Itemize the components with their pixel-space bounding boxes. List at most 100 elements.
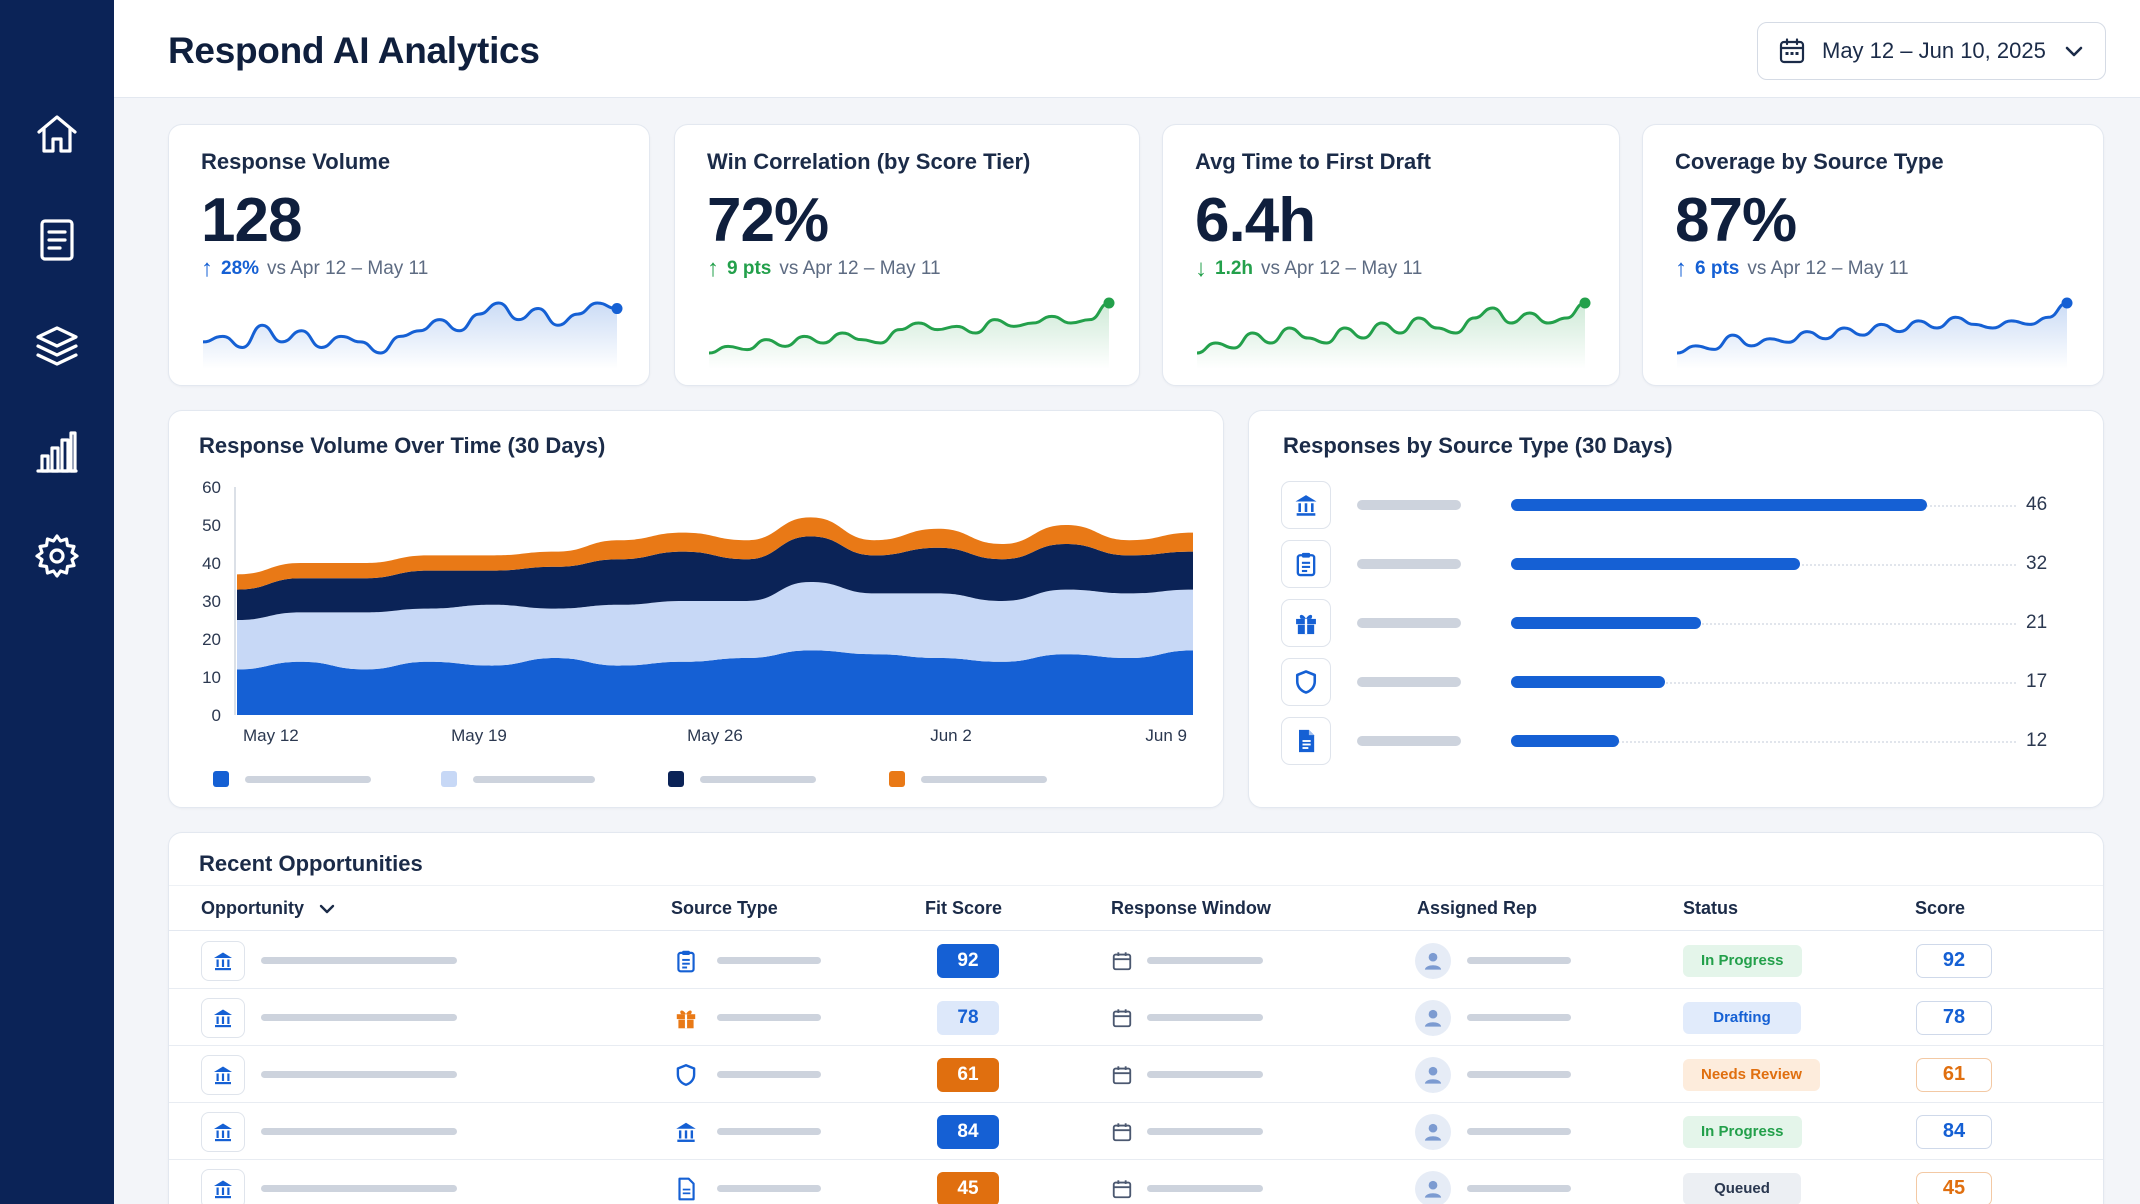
legend-swatch [889, 771, 905, 787]
bar-value-label: 17 [2026, 671, 2048, 692]
source-label-placeholder [1357, 559, 1461, 569]
column-header-source-type[interactable]: Source Type [671, 898, 778, 918]
table-row[interactable]: 92 In Progress 92 [169, 932, 2103, 989]
bar [1511, 735, 1620, 747]
panel-title: Response Volume Over Time (30 Days) [199, 433, 606, 458]
sidebar-item-documents[interactable] [27, 210, 87, 270]
bank-icon [676, 1122, 696, 1142]
legend-label-placeholder [700, 775, 816, 783]
avatar [1415, 1056, 1451, 1093]
shield-icon [1295, 670, 1317, 694]
kpi-delta: ↓ 1.2h vs Apr 12 – May 11 [1195, 257, 1422, 281]
kpi-delta: ↑ 28% vs Apr 12 – May 11 [201, 257, 428, 281]
header: Respond AI Analytics May 12 – Jun 10, 20… [114, 0, 2140, 98]
x-tick-label: May 26 [687, 726, 743, 745]
table-row[interactable]: 84 In Progress 84 [169, 1103, 2103, 1160]
y-tick-label: 20 [202, 630, 221, 649]
assigned-rep-placeholder [1467, 957, 1571, 964]
source-icon-box [1281, 481, 1331, 529]
sparkline-end-point [611, 303, 623, 315]
score-badge: 84 [1916, 1114, 1992, 1149]
area-series-3 [237, 517, 1193, 590]
fit-score-badge: 92 [937, 943, 999, 978]
source-type-row[interactable]: 21 [1281, 599, 2061, 649]
area-series-1 [237, 582, 1193, 670]
kpi-delta: ↑ 6 pts vs Apr 12 – May 11 [1675, 257, 1909, 281]
score-badge: 61 [1916, 1057, 1992, 1092]
source-label-placeholder [1357, 500, 1461, 510]
source-type-panel: Responses by Source Type (30 Days) 46 32… [1248, 410, 2104, 808]
gift-icon [1296, 614, 1316, 635]
bar-value-label: 32 [2026, 553, 2048, 574]
home-icon [37, 115, 77, 153]
y-tick-label: 10 [202, 668, 221, 687]
arrow-down-icon: ↓ [1195, 255, 1207, 282]
column-header-response-window[interactable]: Response Window [1111, 898, 1271, 918]
table-row[interactable]: 61 Needs Review 61 [169, 1046, 2103, 1103]
source-icon-box [1281, 540, 1331, 588]
bank-icon [214, 1009, 232, 1027]
opportunity-name-placeholder [261, 957, 457, 964]
x-tick-label: May 12 [243, 726, 299, 745]
table-row[interactable]: 78 Drafting 78 [169, 989, 2103, 1046]
status-badge: Queued [1683, 1172, 1801, 1204]
source-icon-box [1281, 717, 1331, 765]
sidebar [0, 0, 114, 1204]
sidebar-item-analytics[interactable] [27, 422, 87, 482]
sparkline-area [1197, 303, 1585, 369]
calendar-icon [1112, 1179, 1132, 1198]
fit-score-badge: 84 [937, 1114, 999, 1149]
kpi-compare: vs Apr 12 – May 11 [267, 258, 429, 279]
bar [1511, 676, 1665, 688]
sparkline-end-point [1579, 297, 1591, 309]
kpi-card-response-volume: Response Volume 128 ↑ 28% vs Apr 12 – Ma… [168, 124, 650, 386]
status-badge: Drafting [1683, 1001, 1801, 1034]
source-type-placeholder [717, 1185, 821, 1192]
column-header-opportunity[interactable]: Opportunity [201, 898, 336, 919]
source-type-row[interactable]: 12 [1281, 717, 2061, 767]
source-type-row[interactable]: 32 [1281, 540, 2061, 590]
avatar [1415, 1170, 1451, 1204]
legend-label-placeholder [473, 775, 595, 783]
file-icon [1299, 729, 1315, 753]
sparkline-line [1676, 301, 2068, 355]
table-row[interactable]: 45 Queued 45 [169, 1160, 2103, 1204]
column-header-fit-score[interactable]: Fit Score [925, 898, 1003, 918]
kpi-compare: vs Apr 12 – May 11 [1747, 258, 1909, 279]
panel-title: Responses by Source Type (30 Days) [1283, 433, 1673, 458]
kpi-title: Avg Time to First Draft [1195, 149, 1431, 174]
legend-label-placeholder [921, 775, 1047, 783]
source-label-placeholder [1357, 618, 1461, 628]
source-icon-box [1281, 658, 1331, 706]
chevron-down-icon [319, 904, 335, 913]
source-type-row[interactable]: 17 [1281, 658, 2061, 708]
source-label-placeholder [1357, 736, 1461, 746]
fit-score-badge: 78 [937, 1000, 999, 1035]
file-outline-icon [678, 1177, 695, 1200]
column-header-score[interactable]: Score [1915, 898, 1966, 918]
column-header-assigned-rep[interactable]: Assigned Rep [1417, 898, 1538, 918]
date-range-picker[interactable]: May 12 – Jun 10, 2025 [1757, 22, 2106, 80]
sidebar-item-settings[interactable] [27, 526, 87, 586]
avatar [1415, 1113, 1451, 1150]
source-type-row[interactable]: 46 [1281, 481, 2061, 531]
legend-swatch [441, 771, 457, 787]
arrow-up-icon: ↑ [707, 255, 719, 282]
sidebar-item-home[interactable] [27, 104, 87, 164]
opportunity-icon-box [201, 1168, 245, 1204]
bank-icon [214, 952, 232, 970]
source-type-placeholder [717, 1071, 821, 1078]
bar-value-label: 46 [2026, 494, 2048, 515]
arrow-up-icon: ↑ [1675, 255, 1687, 282]
bank-icon [214, 1123, 232, 1141]
assigned-rep-placeholder [1467, 1185, 1571, 1192]
column-header-status[interactable]: Status [1683, 898, 1739, 918]
sidebar-item-layers[interactable] [27, 316, 87, 376]
user-icon [1424, 952, 1442, 970]
fit-score-badge: 45 [937, 1171, 999, 1204]
sparkline-area [203, 303, 617, 369]
sparkline [202, 301, 623, 369]
opportunity-name-placeholder [261, 1014, 457, 1021]
kpi-value: 72% [707, 186, 829, 255]
bar-value-label: 12 [2026, 730, 2048, 751]
